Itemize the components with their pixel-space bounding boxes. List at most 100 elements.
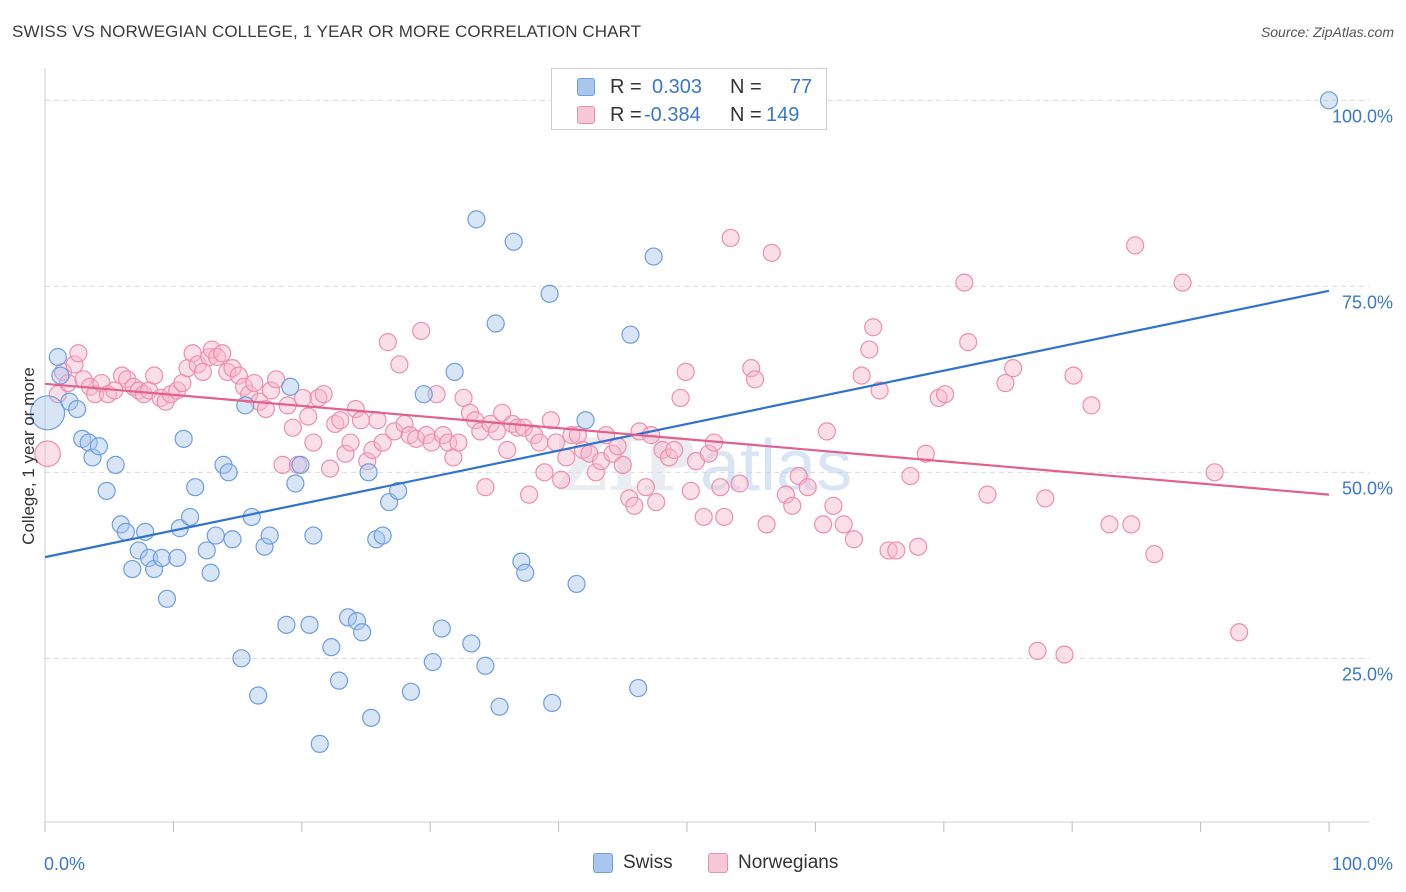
norwegians-point [535,463,554,482]
legend-label-swiss: Swiss [623,852,673,873]
n-label: N = [730,104,762,126]
norwegians-point [783,496,802,515]
swiss-point [300,615,319,634]
norwegians-point [1205,463,1224,482]
y-tick-label: 100.0% [1332,106,1393,126]
legend-row-norwegians: R = -0.384 N = 149 [552,100,826,128]
swiss-point [644,247,663,266]
swiss-point [123,559,142,579]
source-note: Source: ZipAtlas.com [1260,24,1394,40]
swiss-point [219,463,238,482]
swiss-point [139,548,159,567]
norwegians-swatch [708,853,728,873]
swiss-point [48,347,67,367]
swiss-point [236,396,255,415]
norwegians-point [636,478,656,497]
swiss-point [362,708,381,727]
swiss-point [286,474,305,493]
swiss-point [255,537,274,556]
chart-title: SWISS VS NORWEGIAN COLLEGE, 1 YEAR OR MO… [12,22,642,41]
norwegians-swatch [577,106,595,124]
swiss-point [304,526,323,545]
norwegians-point [519,485,539,504]
norwegians-point [229,366,248,385]
norwegians-point [901,466,920,486]
swiss-point [543,693,562,713]
swiss-point [79,433,98,452]
norwegians-point [916,444,935,463]
swiss-point [432,619,451,638]
correlation-legend: R = 0.303 N = 77 R = -0.384 N = 149 [551,68,827,130]
norwegians-point [373,433,392,452]
norwegians-point [557,448,576,467]
norwegians-point [487,422,507,441]
swiss-points [29,91,1339,753]
norwegians-point [331,411,350,430]
swiss-point [152,548,171,567]
swiss-point [60,392,79,411]
swiss-point [232,649,251,668]
norwegians-point [1028,641,1047,660]
swiss-n-value: 77 [790,76,813,98]
norwegians-point [351,411,370,430]
norwegians-point [625,496,644,515]
norwegians-n-value: 149 [766,104,800,126]
swiss-point [1319,91,1339,110]
x-tick-label: 0.0% [44,854,85,874]
norwegians-point [34,440,61,468]
norwegians-point [1126,236,1145,255]
swiss-point [322,638,341,657]
norwegians-point [1173,273,1192,292]
swiss-point [576,411,595,430]
norwegians-point [1145,545,1164,564]
swiss-swatch [593,853,613,873]
swiss-point [206,526,225,545]
norwegians-point [145,366,164,385]
swiss-point [567,574,586,594]
norwegians-point [996,373,1015,393]
norwegians-point [1064,366,1083,385]
norwegians-point [647,492,666,512]
norwegians-point [817,422,837,441]
r-label: R = [610,104,642,126]
norwegians-point [711,478,730,497]
norwegians-point [552,470,571,489]
norwegians-point [314,385,333,404]
norwegians-point [757,515,776,534]
swiss-point [347,612,367,631]
swiss-point [197,541,216,560]
tick-labels: 25.0% 50.0% 75.0% 100.0% 0.0% 100.0% [44,106,1393,874]
norwegians-point [256,399,275,419]
norwegians-point [1122,515,1141,534]
norwegians-point [978,485,997,504]
swiss-point [476,656,495,675]
swiss-point [490,697,509,716]
swiss-point [629,678,648,698]
swiss-point [174,429,193,448]
norwegians-point [412,321,431,341]
norwegians-point [390,355,409,374]
norwegians-point [955,273,974,292]
swiss-point [359,463,378,482]
swiss-point [242,507,261,527]
norwegians-point [613,455,632,474]
swiss-point [89,437,109,456]
norwegians-point [671,388,690,408]
swiss-point [106,455,125,474]
norwegians-r-value: -0.384 [644,104,701,126]
n-label: N = [730,76,762,98]
norwegians-point [1036,489,1055,508]
norwegians-points [34,228,1249,664]
norwegians-point [1100,515,1119,534]
norwegians-point [65,355,84,374]
norwegians-point [320,459,340,478]
norwegians-point [498,440,517,460]
norwegians-point [267,370,286,389]
swiss-point [512,552,531,571]
norwegians-point [273,455,292,474]
norwegians-point [530,433,549,452]
norwegians-point [745,370,765,389]
axes [44,68,1369,832]
swiss-point [277,615,296,634]
norwegians-point [427,385,446,404]
